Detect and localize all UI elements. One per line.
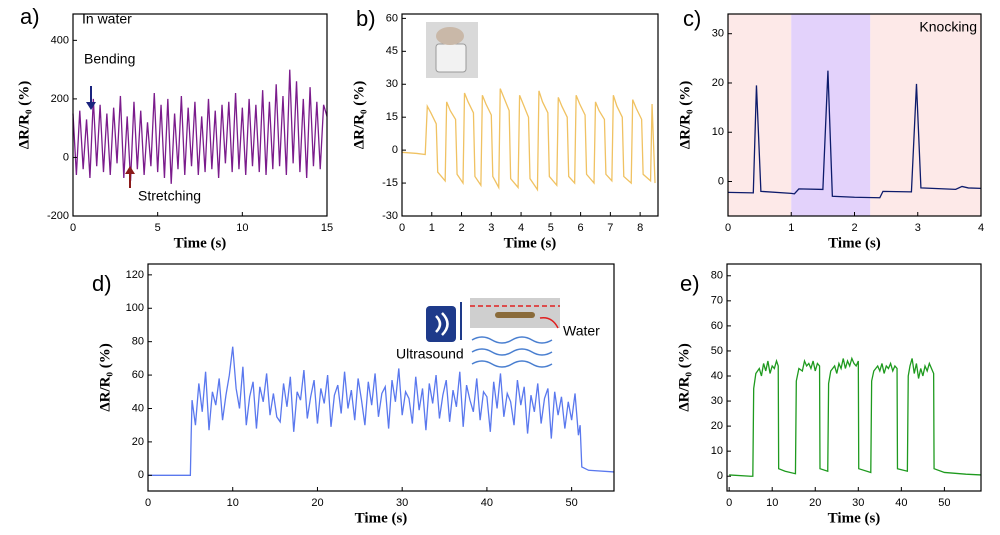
x-tick-label: 4 bbox=[978, 222, 984, 234]
y-tick-label: 45 bbox=[386, 45, 398, 57]
x-tick-label: 0 bbox=[726, 497, 732, 509]
y-tick-label: 120 bbox=[126, 269, 144, 281]
x-tick-label: 3 bbox=[488, 222, 494, 234]
ann-stretching: Stretching bbox=[138, 188, 201, 204]
x-tick-label: 20 bbox=[311, 497, 323, 509]
x-tick-label: 7 bbox=[607, 222, 613, 234]
y-axis-label: ΔR/R₀ (%) bbox=[351, 81, 367, 149]
x-tick-label: 6 bbox=[578, 222, 584, 234]
x-axis-label: Time (s) bbox=[355, 510, 408, 526]
y-tick-label: 30 bbox=[386, 78, 398, 90]
ann-knocking: Knocking bbox=[919, 19, 977, 35]
panel-label: c) bbox=[683, 6, 701, 31]
data-line bbox=[401, 88, 656, 192]
x-tick-label: 10 bbox=[227, 497, 239, 509]
panel-label: e) bbox=[680, 271, 700, 296]
y-tick-label: 40 bbox=[132, 402, 144, 414]
ann-water: Water bbox=[563, 323, 600, 339]
y-tick-label: 10 bbox=[711, 445, 723, 457]
y-tick-label: 200 bbox=[51, 93, 69, 105]
x-tick-label: 0 bbox=[145, 497, 151, 509]
y-tick-label: 30 bbox=[712, 28, 724, 40]
x-tick-label: 8 bbox=[637, 222, 643, 234]
x-tick-label: 40 bbox=[895, 497, 907, 509]
y-tick-label: 80 bbox=[132, 336, 144, 348]
x-axis-label: Time (s) bbox=[504, 235, 557, 251]
arrow-head bbox=[86, 102, 96, 110]
arrow-head bbox=[125, 166, 135, 174]
y-tick-label: -15 bbox=[382, 177, 398, 189]
ann-in-water: In water bbox=[82, 11, 132, 27]
y-axis-label: ΔR/R₀ (%) bbox=[676, 343, 692, 411]
ultrasound-inset bbox=[426, 298, 560, 368]
data-line bbox=[72, 69, 328, 184]
y-tick-label: 70 bbox=[711, 295, 723, 307]
x-tick-label: 0 bbox=[70, 222, 76, 234]
y-tick-label: 15 bbox=[386, 111, 398, 123]
y-tick-label: 50 bbox=[711, 345, 723, 357]
x-axis-label: Time (s) bbox=[828, 235, 881, 251]
x-tick-label: 10 bbox=[766, 497, 778, 509]
plot-frame bbox=[147, 263, 615, 492]
x-tick-label: 0 bbox=[725, 222, 731, 234]
y-tick-label: 80 bbox=[711, 270, 723, 282]
shaded-region bbox=[870, 14, 981, 216]
y-tick-label: 10 bbox=[712, 126, 724, 138]
plot-frame bbox=[401, 13, 659, 217]
x-tick-label: 30 bbox=[852, 497, 864, 509]
x-tick-label: 20 bbox=[809, 497, 821, 509]
x-tick-label: 50 bbox=[938, 497, 950, 509]
y-tick-label: 0 bbox=[718, 175, 724, 187]
y-tick-label: 60 bbox=[132, 369, 144, 381]
data-line bbox=[729, 356, 982, 477]
x-tick-label: 4 bbox=[518, 222, 524, 234]
data-line bbox=[727, 70, 982, 199]
ann-ultrasound: Ultrasound bbox=[396, 346, 464, 362]
y-tick-label: 60 bbox=[386, 12, 398, 24]
panel-label: d) bbox=[92, 271, 112, 296]
x-tick-label: 1 bbox=[788, 222, 794, 234]
x-tick-label: 0 bbox=[399, 222, 405, 234]
y-tick-label: 100 bbox=[126, 302, 144, 314]
y-tick-label: 30 bbox=[711, 395, 723, 407]
shaded-region bbox=[791, 14, 871, 216]
y-tick-label: 40 bbox=[711, 370, 723, 382]
data-line bbox=[148, 346, 615, 476]
y-tick-label: 400 bbox=[51, 34, 69, 46]
y-axis-label: ΔR/R₀ (%) bbox=[677, 81, 693, 149]
inset-photo bbox=[426, 22, 478, 78]
y-tick-label: -200 bbox=[47, 210, 69, 222]
plot-frame bbox=[72, 13, 328, 217]
x-tick-label: 15 bbox=[321, 222, 333, 234]
ann-bending: Bending bbox=[84, 51, 135, 67]
y-tick-label: 20 bbox=[712, 77, 724, 89]
x-tick-label: 40 bbox=[481, 497, 493, 509]
x-axis-label: Time (s) bbox=[174, 235, 227, 251]
y-tick-label: 0 bbox=[63, 151, 69, 163]
x-axis-label: Time (s) bbox=[828, 510, 881, 526]
x-tick-label: 50 bbox=[566, 497, 578, 509]
y-axis-label: ΔR/R₀ (%) bbox=[16, 81, 32, 149]
y-axis-label: ΔR/R₀ (%) bbox=[97, 343, 113, 411]
x-tick-label: 5 bbox=[155, 222, 161, 234]
x-tick-label: 2 bbox=[458, 222, 464, 234]
x-tick-label: 3 bbox=[915, 222, 921, 234]
x-tick-label: 2 bbox=[851, 222, 857, 234]
y-tick-label: 0 bbox=[392, 144, 398, 156]
y-tick-label: -30 bbox=[382, 210, 398, 222]
y-tick-label: 20 bbox=[711, 420, 723, 432]
plot-frame bbox=[726, 263, 982, 492]
y-tick-label: 20 bbox=[132, 436, 144, 448]
x-tick-label: 5 bbox=[548, 222, 554, 234]
x-tick-label: 1 bbox=[429, 222, 435, 234]
x-tick-label: 30 bbox=[396, 497, 408, 509]
y-tick-label: 0 bbox=[717, 470, 723, 482]
panel-label: a) bbox=[20, 4, 40, 29]
y-tick-label: 0 bbox=[138, 469, 144, 481]
shaded-region bbox=[728, 14, 792, 216]
panel-label: b) bbox=[356, 6, 376, 31]
x-tick-label: 10 bbox=[236, 222, 248, 234]
y-tick-label: 60 bbox=[711, 320, 723, 332]
